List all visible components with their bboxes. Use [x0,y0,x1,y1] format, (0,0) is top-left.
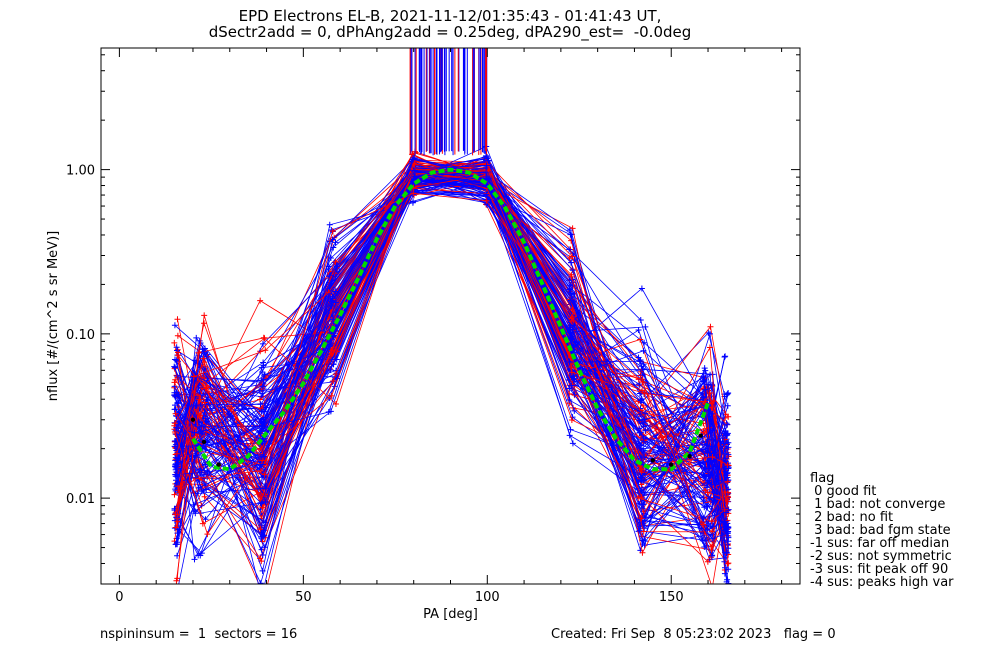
series-line [177,170,728,486]
x-axis-label: PA [deg] [423,607,478,622]
series-line [178,180,727,584]
chart-title-line1: EPD Electrons EL-B, 2021-11-12/01:35:43 … [238,7,662,25]
series-markers [174,162,732,584]
median-point [698,433,703,438]
series-line [176,172,728,581]
flag-legend-item: 2 bad: no fit [810,510,894,525]
series-line [174,172,725,557]
series-line [174,159,727,491]
series-markers [171,175,730,522]
flag-legend-item: -4 sus: peaks high var [810,575,954,590]
series-line [173,178,727,457]
flag-legend-heading: flag [810,471,835,486]
series-line [177,169,729,549]
traces-group [171,48,732,584]
flag-legend-item: 1 bad: not converge [810,497,946,512]
y-tick-label: 1.00 [66,164,95,179]
median-point [216,462,221,467]
median-point [687,453,692,459]
series-line [176,188,726,522]
series-line [175,192,726,526]
series-line [176,172,728,499]
flag-legend-item: 0 good fit [810,484,877,499]
fit-curve [191,167,710,472]
series-line [174,179,729,549]
series-line [177,187,726,522]
flag-legend: flag 0 good fit 1 bad: not converge 2 ba… [810,472,954,589]
series-markers [171,169,731,530]
series-line [174,171,728,527]
series-line [174,177,728,539]
flag-legend-item: -3 sus: fit peak off 90 [810,562,949,577]
series-line [176,163,728,579]
footer-left: nspininsum = 1 sectors = 16 [100,627,298,642]
x-tick-label: 50 [295,590,312,605]
median-point [201,439,207,445]
chart-title-line2: dSectr2add = 0, dPhAng2add = 0.25deg, dP… [208,23,692,41]
series-markers [172,167,729,559]
y-tick-label: 0.01 [66,492,95,507]
median-point [190,417,196,422]
flag-legend-item: -1 sus: far off median [810,536,950,551]
flag-legend-item: -2 sus: not symmetric [810,549,952,564]
median-point [669,462,674,467]
median-point [650,458,656,463]
series-markers [172,170,732,558]
y-axis-label: nflux [#/(cm^2 s sr MeV)] [46,231,61,401]
x-tick-label: 100 [475,590,500,605]
flag-legend-item: 3 bad: bad fgm state [810,523,951,538]
x-tick-label: 150 [659,590,684,605]
footer-right: Created: Fri Sep 8 05:23:02 2023 flag = … [551,627,836,642]
series-line [174,180,726,560]
series-line [175,170,726,557]
x-tick-label: 0 [115,590,123,605]
y-tick-label: 0.10 [66,328,95,343]
series-line [174,170,727,520]
